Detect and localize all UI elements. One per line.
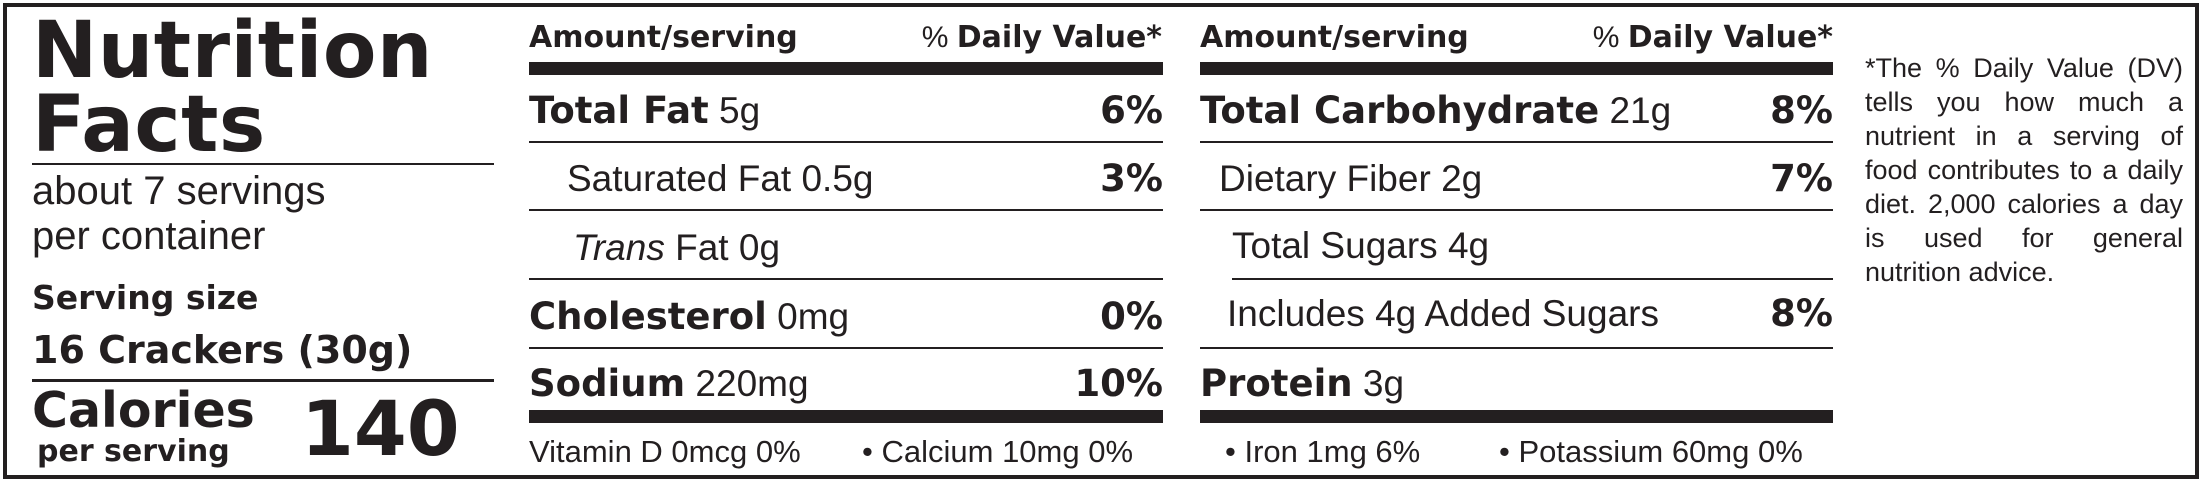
potassium-text: Potassium 60mg 0%	[1518, 434, 1803, 469]
row-divider	[529, 347, 1163, 349]
total-fat-amount: 5g	[719, 90, 761, 131]
row-divider	[529, 278, 1163, 280]
protein-amount: 3g	[1362, 363, 1405, 404]
row-divider	[529, 141, 1163, 143]
header-amount-serving: Amount/serving	[1200, 20, 1469, 55]
cholesterol-amount: 0mg	[777, 296, 850, 337]
sodium-pct: 10%	[1074, 362, 1163, 405]
serving-divider	[32, 379, 494, 382]
vitamin-d: Vitamin D 0mcg 0%	[529, 434, 801, 469]
total-fat-pct: 6%	[1100, 89, 1163, 132]
serving-size-label: Serving size	[32, 278, 259, 317]
servings-per-container-line2: per container	[32, 214, 266, 258]
row-divider	[1200, 209, 1833, 211]
daily-value-footnote: *The % Daily Value (DV) tells you how mu…	[1865, 53, 2183, 287]
added-sugars-pct: 8%	[1770, 292, 1833, 335]
saturated-fat-pct: 3%	[1100, 157, 1163, 200]
trans-fat-name: Trans	[573, 227, 665, 268]
iron: • Iron 1mg 6%	[1225, 435, 1420, 469]
total-carbohydrate-amount: 21g	[1609, 90, 1672, 131]
row-divider	[1200, 347, 1833, 349]
sodium-amount: 220mg	[695, 363, 809, 404]
row-dietary-fiber: Dietary Fiber 2g	[1219, 159, 1482, 199]
total-sugars-amount: 4g	[1447, 225, 1490, 266]
dietary-fiber-amount: 2g	[1441, 158, 1483, 199]
per-serving-label: per serving	[37, 434, 230, 469]
cholesterol-pct: 0%	[1100, 295, 1163, 338]
header-dv-label: Daily Value*	[1627, 20, 1833, 55]
total-fat-name: Total Fat	[529, 89, 709, 132]
bullet: •	[862, 434, 873, 469]
row-sodium: Sodium 220mg	[529, 364, 809, 404]
saturated-fat-name: Saturated Fat	[567, 158, 792, 199]
dietary-fiber-name: Dietary Fiber	[1219, 158, 1431, 199]
row-total-carbohydrate: Total Carbohydrate 21g	[1200, 91, 1671, 131]
added-sugars-name: Includes 4g Added Sugars	[1227, 293, 1659, 334]
row-trans-fat: Trans Fat 0g	[573, 228, 780, 268]
calories-label: Calories	[32, 382, 255, 439]
row-divider	[529, 209, 1163, 211]
potassium: • Potassium 60mg 0%	[1499, 435, 1803, 469]
row-added-sugars: Includes 4g Added Sugars	[1227, 294, 1659, 334]
row-cholesterol: Cholesterol 0mg	[529, 297, 849, 337]
header-amount-serving: Amount/serving	[529, 20, 798, 55]
dietary-fiber-pct: 7%	[1770, 157, 1833, 200]
header-dv-percent: %	[921, 21, 949, 54]
title-divider	[32, 163, 494, 165]
row-divider	[1232, 278, 1833, 280]
total-carbohydrate-pct: 8%	[1770, 89, 1833, 132]
row-total-fat: Total Fat 5g	[529, 91, 760, 131]
row-total-sugars: Total Sugars 4g	[1232, 226, 1489, 266]
row-saturated-fat: Saturated Fat 0.5g	[567, 159, 873, 199]
calories-value: 140	[301, 384, 460, 473]
protein-name: Protein	[1200, 362, 1353, 405]
title-nutrition: Nutrition	[32, 6, 433, 96]
bullet: •	[1499, 434, 1510, 469]
calcium: • Calcium 10mg 0%	[862, 435, 1133, 469]
total-carbohydrate-name: Total Carbohydrate	[1200, 89, 1600, 132]
row-protein: Protein 3g	[1200, 364, 1404, 404]
calcium-text: Calcium 10mg 0%	[881, 434, 1134, 469]
cholesterol-name: Cholesterol	[529, 295, 767, 338]
nutrition-facts-label: Nutrition Facts about 7 servings per con…	[3, 3, 2199, 479]
serving-size-value: 16 Crackers (30g)	[32, 328, 413, 372]
header-dv-label: Daily Value*	[956, 20, 1162, 55]
bullet: •	[1225, 434, 1236, 469]
vitamins-thick-rule	[529, 410, 1163, 423]
row-divider	[1200, 141, 1833, 143]
total-sugars-name: Total Sugars	[1232, 225, 1438, 266]
header-daily-value: % Daily Value*	[1557, 21, 1833, 55]
title-facts: Facts	[32, 80, 266, 170]
header-dv-percent: %	[1592, 21, 1620, 54]
servings-per-container-line1: about 7 servings	[32, 169, 326, 213]
sodium-name: Sodium	[529, 362, 686, 405]
header-daily-value: % Daily Value*	[887, 21, 1162, 55]
header-thick-rule	[1200, 62, 1833, 75]
iron-text: Iron 1mg 6%	[1244, 434, 1421, 469]
header-thick-rule	[529, 62, 1163, 75]
vitamins-thick-rule	[1200, 410, 1833, 423]
saturated-fat-amount: 0.5g	[801, 158, 874, 199]
trans-fat-amount: Fat 0g	[675, 227, 781, 268]
